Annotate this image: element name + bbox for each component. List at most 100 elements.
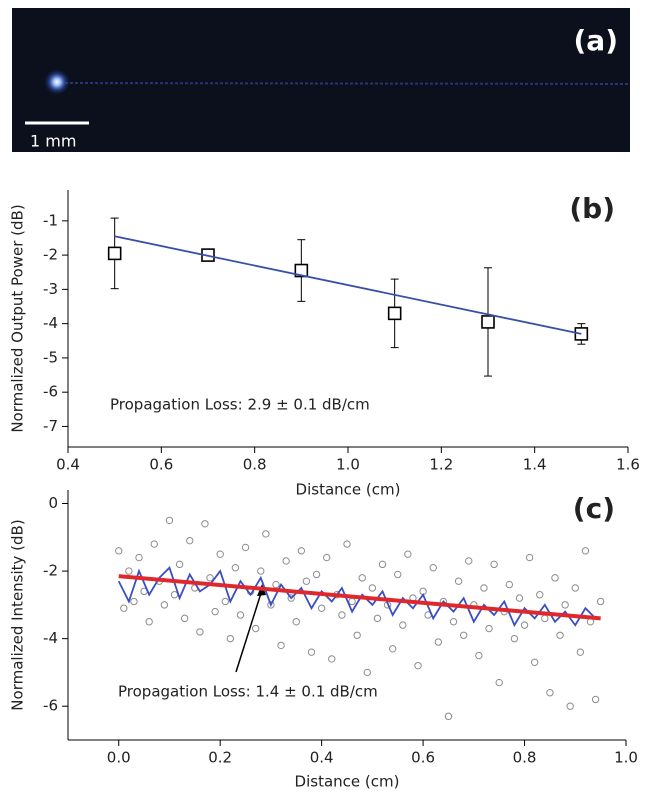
x-tick-label: 0.6 (149, 456, 173, 474)
y-tick-label: -6 (43, 697, 58, 715)
point (348, 597, 356, 606)
point (312, 570, 321, 579)
point (388, 645, 397, 653)
point (115, 547, 123, 555)
point (186, 536, 194, 545)
point (363, 668, 371, 677)
point (107, 246, 122, 261)
point (465, 557, 473, 565)
point (160, 601, 169, 609)
point (135, 553, 143, 562)
point (130, 597, 138, 606)
annotation-arrow (235, 589, 263, 673)
line (118, 574, 601, 621)
point (150, 540, 158, 548)
point (576, 648, 585, 656)
point (165, 516, 174, 525)
point (175, 560, 184, 569)
point (307, 648, 316, 656)
point (561, 601, 569, 609)
y-axis-title: Normalized Output Power (dB) (9, 204, 27, 432)
x-tick-label: 1.2 (429, 456, 453, 474)
y-tick-label: -4 (43, 314, 58, 332)
point (170, 591, 179, 599)
point (530, 658, 539, 666)
point (196, 628, 204, 636)
y-tick-label: -7 (43, 417, 58, 435)
point (591, 695, 600, 704)
point (480, 584, 488, 592)
point (272, 580, 280, 589)
point (520, 621, 529, 629)
point (262, 530, 270, 538)
point (490, 560, 498, 569)
point (287, 594, 295, 602)
point (282, 557, 290, 565)
panel-label: (c) (573, 492, 615, 525)
point (551, 574, 559, 582)
point (449, 618, 458, 626)
point (596, 597, 605, 606)
point (485, 624, 493, 633)
point (180, 614, 189, 623)
point (257, 567, 265, 575)
point (434, 638, 443, 646)
point (566, 702, 574, 710)
point (571, 584, 579, 592)
x-tick-label: 0.4 (310, 749, 334, 767)
micrograph (12, 8, 630, 152)
point (495, 678, 503, 687)
point (297, 547, 306, 555)
point (241, 543, 250, 552)
point (429, 564, 437, 572)
point (510, 634, 519, 643)
panel-label: (a) (574, 24, 619, 57)
point (525, 553, 534, 562)
y-tick-label: -2 (43, 562, 58, 580)
point (556, 631, 564, 639)
point (323, 553, 331, 562)
y-tick-label: -1 (43, 211, 58, 229)
point (536, 591, 544, 599)
point (216, 550, 224, 558)
point (251, 624, 260, 633)
point (546, 689, 554, 697)
y-axis-title: Normalized Intensity (dB) (9, 519, 27, 710)
y-tick-label: -4 (43, 629, 58, 647)
point (125, 567, 133, 575)
point (515, 594, 524, 602)
x-tick-label: 1.6 (616, 456, 640, 474)
x-tick-label: 0.0 (107, 749, 131, 767)
point (343, 540, 351, 548)
x-axis-title: Distance (cm) (295, 773, 400, 791)
annotation: Propagation Loss: 2.9 ± 0.1 dB/cm (110, 396, 370, 414)
point (505, 580, 514, 589)
point (541, 614, 549, 623)
point (267, 601, 275, 609)
input-spot (43, 68, 71, 96)
waveguide-streak (59, 82, 631, 85)
point (353, 631, 361, 639)
point (317, 604, 326, 612)
x-tick-label: 0.8 (513, 749, 537, 767)
point (404, 550, 412, 558)
point (394, 570, 402, 579)
point (358, 574, 366, 582)
annotation: Propagation Loss: 1.4 ± 0.1 dB/cm (118, 683, 378, 701)
x-tick-label: 0.6 (411, 749, 435, 767)
panel-label: (b) (569, 192, 615, 225)
point (454, 577, 463, 585)
point (221, 597, 229, 606)
y-tick-label: -5 (43, 348, 58, 366)
point (338, 611, 346, 619)
point (414, 661, 422, 670)
point (236, 611, 245, 619)
x-tick-label: 0.2 (208, 749, 232, 767)
point (399, 621, 407, 629)
point (120, 604, 128, 612)
point (226, 634, 235, 643)
point (231, 564, 240, 572)
point (277, 641, 285, 650)
line (114, 235, 582, 335)
point (145, 618, 153, 626)
